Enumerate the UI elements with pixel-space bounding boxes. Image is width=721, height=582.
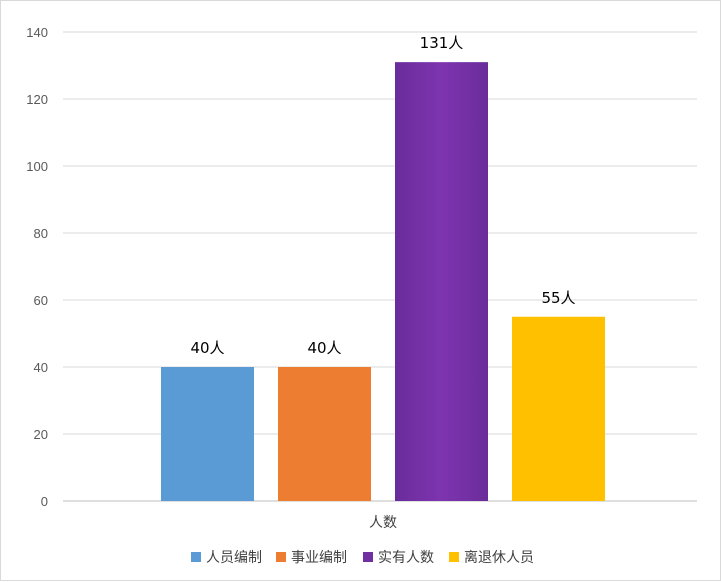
bar <box>278 367 371 501</box>
x-category-label: 人数 <box>369 515 397 531</box>
legend-swatch <box>363 552 373 562</box>
legend-label: 实有人数 <box>378 550 434 566</box>
legend-label: 人员编制 <box>206 550 262 566</box>
data-label: 40人 <box>307 339 341 357</box>
bar <box>395 62 488 502</box>
legend-swatch <box>191 552 201 562</box>
y-axis: 0 20 40 60 80 100 120 140 <box>26 25 48 509</box>
data-label: 55人 <box>541 289 575 307</box>
data-label: 40人 <box>190 339 224 357</box>
y-tick-label: 20 <box>34 427 48 442</box>
y-tick-label: 120 <box>26 92 48 107</box>
bar <box>161 367 254 501</box>
data-label: 131人 <box>420 34 464 52</box>
y-tick-label: 140 <box>26 25 48 40</box>
y-tick-label: 40 <box>34 360 48 375</box>
legend-swatch <box>276 552 286 562</box>
bars <box>161 62 605 502</box>
y-tick-label: 60 <box>34 293 48 308</box>
legend-label: 离退休人员 <box>464 549 534 566</box>
legend-label: 事业编制 <box>291 550 347 566</box>
y-tick-label: 100 <box>26 159 48 174</box>
data-labels: 40人 40人 131人 55人 <box>190 34 575 357</box>
x-axis: 人数 <box>369 515 397 531</box>
bar <box>512 316 605 501</box>
y-tick-label: 0 <box>41 494 48 509</box>
y-tick-label: 80 <box>34 226 48 241</box>
legend: 人员编制 事业编制 实有人数 离退休人员 <box>191 549 534 566</box>
legend-swatch <box>449 552 459 562</box>
